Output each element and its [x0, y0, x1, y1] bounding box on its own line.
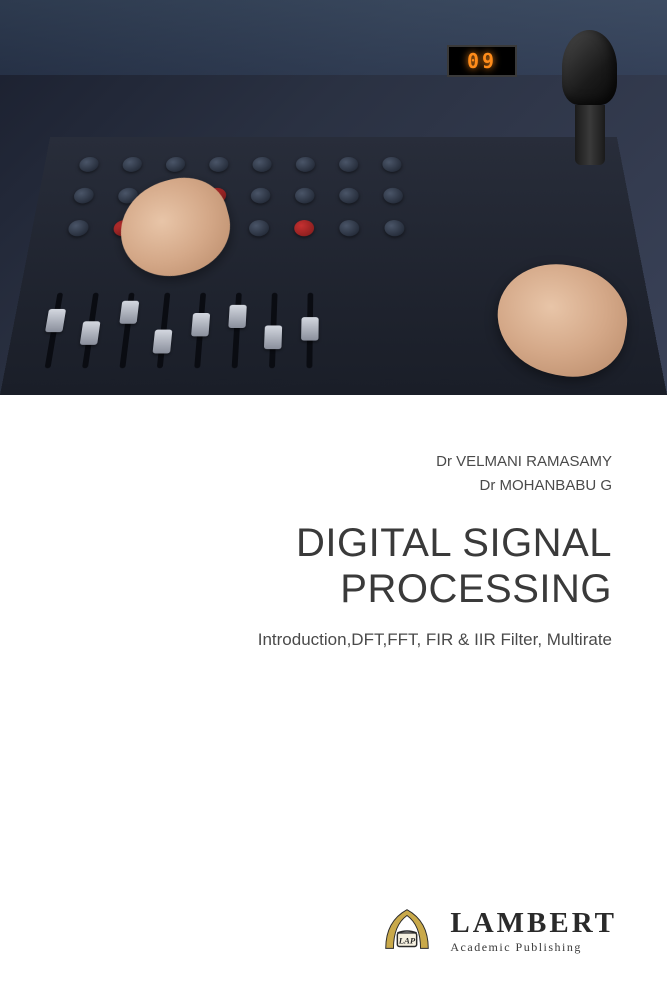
publisher-logo-icon: LAP	[378, 902, 436, 960]
title-line-2: PROCESSING	[55, 566, 612, 612]
author-1: Dr VELMANI RAMASAMY	[55, 450, 612, 474]
book-subtitle: Introduction,DFT,FFT, FIR & IIR Filter, …	[55, 630, 612, 650]
publisher-name: LAMBERT	[450, 909, 617, 938]
authors: Dr VELMANI RAMASAMY Dr MOHANBABU G	[55, 450, 612, 498]
svg-text:LAP: LAP	[398, 936, 416, 946]
publisher-tagline: Academic Publishing	[450, 941, 617, 953]
led-display: 09	[447, 45, 517, 77]
title-line-1: DIGITAL SIGNAL	[55, 520, 612, 566]
author-2: Dr MOHANBABU G	[55, 474, 612, 498]
cover-photo: 09	[0, 0, 667, 395]
microphone-icon	[562, 30, 617, 170]
book-title: DIGITAL SIGNAL PROCESSING	[55, 520, 612, 612]
book-info: Dr VELMANI RAMASAMY Dr MOHANBABU G DIGIT…	[0, 395, 667, 650]
publisher-block: LAP LAMBERT Academic Publishing	[378, 902, 617, 960]
publisher-text: LAMBERT Academic Publishing	[450, 909, 617, 953]
